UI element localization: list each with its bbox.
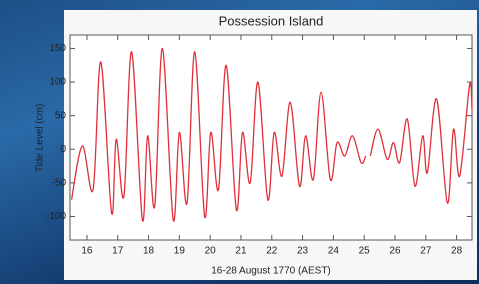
page: Possession Island 16-28 August 1770 (AES… — [0, 0, 479, 284]
x-tick-label: 17 — [112, 246, 124, 257]
x-tick-label: 19 — [174, 246, 186, 257]
x-tick-label: 23 — [297, 246, 309, 257]
chart-title: Possession Island — [219, 13, 324, 28]
y-axis-label: Tide Level (cm) — [35, 104, 46, 173]
chart: Possession Island 16-28 August 1770 (AES… — [0, 0, 479, 284]
y-tick-label: 150 — [49, 43, 66, 54]
x-axis-label: 16-28 August 1770 (AEST) — [211, 266, 331, 277]
x-tick-label: 18 — [143, 246, 155, 257]
y-tick-label: -50 — [52, 178, 67, 189]
x-tick-label: 20 — [205, 246, 217, 257]
x-tick-label: 27 — [420, 246, 432, 257]
y-tick-label: -100 — [46, 211, 66, 222]
x-tick-label: 22 — [266, 246, 278, 257]
x-tick-label: 24 — [328, 246, 340, 257]
x-tick-label: 28 — [451, 246, 463, 257]
x-tick-label: 26 — [389, 246, 401, 257]
x-tick-label: 21 — [235, 246, 247, 257]
y-tick-label: 100 — [49, 77, 66, 88]
y-tick-label: 50 — [55, 110, 67, 121]
x-tick-label: 25 — [359, 246, 371, 257]
x-tick-label: 16 — [81, 246, 93, 257]
y-tick-label: 0 — [60, 144, 66, 155]
